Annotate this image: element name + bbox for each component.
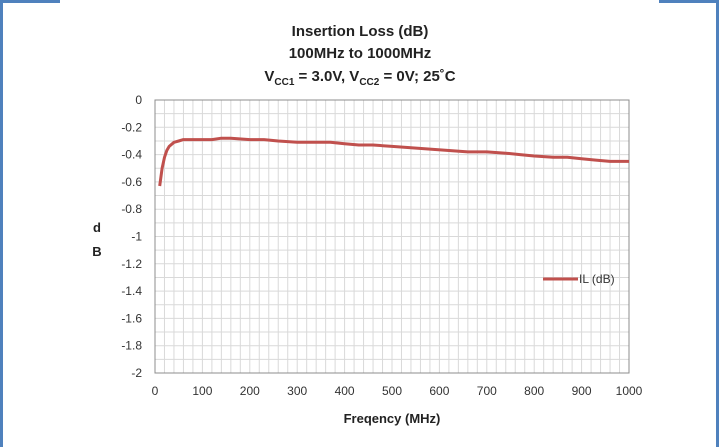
legend: IL (dB) [543, 272, 615, 286]
y-tick-label: -1 [131, 230, 142, 244]
series-group [158, 136, 629, 187]
x-tick-label: 300 [287, 384, 307, 398]
y-axis-label-d: d [93, 220, 101, 235]
chart-title-line-2: 100MHz to 1000MHz [289, 45, 432, 62]
title-sub1: CC1 [274, 77, 294, 88]
x-tick-label: 800 [524, 384, 544, 398]
y-tick-label: 0 [135, 93, 142, 107]
frame-border-top-left [0, 0, 60, 3]
y-tick-label: -1.2 [121, 257, 142, 271]
x-tick-label: 400 [335, 384, 355, 398]
grid [154, 99, 630, 374]
y-tick-label: -1.6 [121, 311, 142, 325]
x-tick-label: 0 [152, 384, 159, 398]
title-end: = 0V; 25˚C [379, 68, 455, 85]
y-tick-label: -0.4 [121, 148, 142, 162]
x-tick-label: 500 [382, 384, 402, 398]
frame-border-right [716, 0, 719, 447]
x-tick-label: 1000 [616, 384, 643, 398]
x-tick-label: 600 [429, 384, 449, 398]
legend-label: IL (dB) [579, 272, 615, 286]
y-tick-label: -2 [131, 366, 142, 380]
y-tick-labels: 0 -0.2 -0.4 -0.6 -0.8 -1 -1.2 -1.4 -1.6 -1.8 -2 [121, 93, 142, 380]
title-mid: = 3.0V, V [294, 68, 359, 85]
y-tick-label: -1.4 [121, 284, 142, 298]
y-tick-label: -0.2 [121, 120, 142, 134]
chart-title-line-1: Insertion Loss (dB) [292, 23, 429, 40]
y-axis-label-b: B [92, 244, 101, 259]
plot-area-border [154, 99, 630, 374]
chart-title-line-3: VCC1 = 3.0V, VCC2 = 0V; 25˚C [264, 68, 455, 88]
y-tick-label: -1.8 [121, 339, 142, 353]
frame-border-top-right [659, 0, 719, 3]
series-line-il-db [158, 136, 629, 187]
x-tick-label: 900 [572, 384, 592, 398]
y-tick-label: -0.6 [121, 175, 142, 189]
x-tick-label: 700 [477, 384, 497, 398]
y-tick-label: -0.8 [121, 202, 142, 216]
title-sub2: CC2 [359, 77, 379, 88]
x-tick-label: 100 [192, 384, 212, 398]
frame-border-left [0, 0, 3, 447]
x-axis-title: Freqency (MHz) [344, 411, 441, 426]
x-tick-labels: 0 100 200 300 400 500 600 700 800 900 1000 [152, 384, 643, 398]
title-v1: V [264, 68, 274, 85]
x-tick-label: 200 [240, 384, 260, 398]
